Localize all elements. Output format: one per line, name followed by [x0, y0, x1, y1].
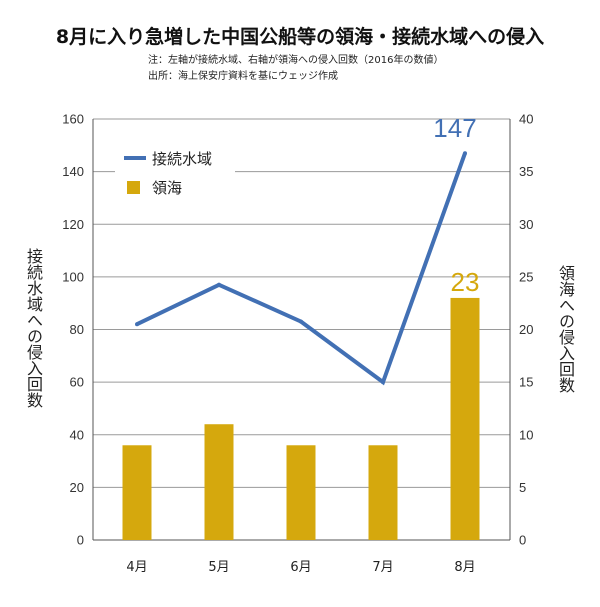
- bar: [123, 445, 152, 540]
- line-point: [381, 380, 385, 384]
- left-tick-label: 40: [70, 427, 84, 442]
- line-point: [299, 320, 303, 324]
- x-tick-label: 5月: [208, 560, 229, 575]
- right-tick-label: 15: [519, 375, 533, 390]
- data-labels: 147 23: [433, 113, 479, 297]
- data-label: 23: [451, 267, 480, 297]
- left-tick-label: 80: [70, 322, 84, 337]
- right-tick-label: 40: [519, 112, 533, 127]
- left-tick-label: 140: [62, 164, 84, 179]
- left-tick-label: 0: [77, 533, 84, 548]
- legend-label-line: 接続水域: [152, 150, 212, 168]
- line-point: [135, 322, 139, 326]
- line-point: [217, 283, 221, 287]
- bar-series: [123, 298, 480, 540]
- line-point: [463, 151, 467, 155]
- right-axis-label: 領海への侵入回数: [557, 265, 573, 393]
- bar: [205, 424, 234, 540]
- left-tick-label: 120: [62, 217, 84, 232]
- bar: [369, 445, 398, 540]
- legend-label-bar: 領海: [152, 179, 182, 197]
- x-tick-label: 4月: [126, 560, 147, 575]
- right-tick-label: 0: [519, 533, 526, 548]
- data-label: 147: [433, 113, 476, 143]
- left-tick-label: 60: [70, 375, 84, 390]
- left-tick-label: 100: [62, 269, 84, 284]
- left-tick-label: 160: [62, 112, 84, 127]
- bar: [451, 298, 480, 540]
- right-tick-label: 35: [519, 164, 533, 179]
- right-tick-label: 20: [519, 322, 533, 337]
- chart-area: 接続水域 領海 0 20 40 60 80 100 120 140 160 0 5 10 15 20 25 3…: [0, 0, 600, 607]
- legend-bar-swatch: [127, 181, 140, 194]
- x-tick-label: 8月: [454, 560, 475, 575]
- right-tick-label: 30: [519, 217, 533, 232]
- right-tick-label: 25: [519, 269, 533, 284]
- left-axis-label: 接続水域への侵入回数: [25, 248, 41, 408]
- right-tick-label: 5: [519, 480, 526, 495]
- legend: 接続水域 領海: [115, 145, 235, 203]
- x-tick-label: 6月: [290, 560, 311, 575]
- bar: [287, 445, 316, 540]
- x-tick-label: 7月: [372, 560, 393, 575]
- left-tick-label: 20: [70, 480, 84, 495]
- right-tick-label: 10: [519, 427, 533, 442]
